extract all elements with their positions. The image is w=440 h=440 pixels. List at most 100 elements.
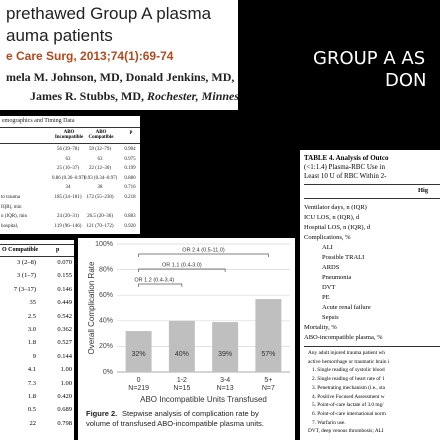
authors: James R. Stubbs, MD, xyxy=(30,89,148,103)
caption: Figure 2. xyxy=(86,409,117,418)
table-cell: hospital, xyxy=(1,223,19,229)
table-cell: 0.798 xyxy=(57,419,72,427)
footnote: 5. Point-of-care lactate of 3.0 mg/ xyxy=(312,402,384,409)
rule xyxy=(304,184,440,185)
caption-line: volume of transfused ABO-incompatible pl… xyxy=(86,419,264,428)
table-cell: 0.542 xyxy=(57,312,72,320)
table-4: TABLE 4. Analysis of Outco (<1:1.4) Plasm… xyxy=(300,150,440,440)
table-cell: 0.218 xyxy=(124,195,136,200)
row-label: ICU LOS, n (IQR), d xyxy=(304,214,360,221)
footnote: 2. Single reading of heart rate of 1 xyxy=(312,376,385,383)
table-cell: IQR), min xyxy=(1,204,22,210)
paper-header: prethawed Group A plasma auma patients e… xyxy=(0,0,238,110)
row-label: ALI xyxy=(322,244,333,251)
table-cell: 56 (39–78) xyxy=(56,147,80,152)
table-cell: 7 (3–17) xyxy=(13,285,36,293)
outcome-table: O Compatible p 3 (2–8) 0.070 3 (1–7) 0.155 7 (… xyxy=(0,240,74,440)
annotation: OR 1.1 (0.4-3.0) xyxy=(162,262,202,268)
slide-heading: GROUP A AS xyxy=(313,48,426,69)
footnote: 3. Penetrating mechanism (i.e., sta xyxy=(312,384,385,391)
table-cell: 119 (96–146) xyxy=(54,223,82,229)
row-label: Acute renal failure xyxy=(322,304,371,311)
x-tick-count: N=219 xyxy=(128,385,149,392)
x-tick-label: 1-2 xyxy=(177,377,187,384)
footnote: 4. Positive Focused Assessment w xyxy=(312,393,385,400)
rule xyxy=(0,256,74,257)
table-cell: 3.0 xyxy=(27,326,36,333)
table-cell: to trauma xyxy=(1,195,21,200)
footnote: 7. Warfarin use. xyxy=(312,419,346,426)
footnote: 6. Point-of-care international norm xyxy=(312,410,386,417)
table-title: Least 10 U of RBC Within 2- xyxy=(304,172,387,180)
y-tick-label: 40% xyxy=(99,318,113,325)
table-cell: 0.362 xyxy=(57,326,72,333)
y-tick-label: 20% xyxy=(99,343,113,350)
row-label: Pneumonia xyxy=(322,274,352,281)
table-cell: 35 xyxy=(29,299,37,307)
annotation: OR 2.4 (0.5-11.0) xyxy=(182,247,225,253)
rule xyxy=(0,244,74,245)
table-cell: 59 (32–79) xyxy=(88,147,112,152)
table-cell: 0.199 xyxy=(124,166,136,172)
caption-label: Figure 2. xyxy=(86,409,117,418)
annotation: OR 1.2 (0.4-3.4) xyxy=(134,277,174,283)
table-cell: 0.93 (0.34–0.97) xyxy=(84,175,118,181)
column-header: Hig xyxy=(418,187,429,194)
table-cell: 0.86 (0.36–0.97) xyxy=(52,175,86,181)
table-cell: 0.689 xyxy=(57,406,72,414)
value-label: 57% xyxy=(261,351,275,358)
value-label: 40% xyxy=(175,351,189,358)
table-cell: 0.883 xyxy=(124,214,136,220)
row-label: Possible TRALI xyxy=(322,254,365,261)
table-cell: 185 (34–181) xyxy=(54,195,82,200)
table-cell: 0.5 xyxy=(27,406,36,414)
bar xyxy=(125,331,152,372)
y-tick-label: 0% xyxy=(103,369,113,376)
table-cell: 172 (55–230) xyxy=(86,195,114,200)
table-cell: 26.5 (20–36) xyxy=(87,214,113,220)
bar xyxy=(255,299,282,372)
x-tick-count: N=13 xyxy=(217,385,234,392)
table-cell: n (IQR), min xyxy=(1,214,27,220)
footnote: Any adult injured trauma patient wh xyxy=(308,350,385,356)
x-tick-label: 3-4 xyxy=(220,377,230,384)
footnote: DVT, deep venous thrombosis; ALI xyxy=(308,428,384,435)
row-label: Sepsis xyxy=(322,314,339,321)
table-cell: 4.1 xyxy=(27,366,36,374)
annotation-bracket xyxy=(138,283,183,287)
table-title: TABLE 4. Analysis of Outco xyxy=(304,154,389,162)
table-cell: 0.975 xyxy=(124,156,136,162)
annotation-bracket xyxy=(138,253,269,257)
rule xyxy=(304,198,440,199)
value-label: 32% xyxy=(132,351,146,358)
table-cell: 1.00 xyxy=(60,379,72,387)
table-title: (<1:1.4) Plasma-RBC Use in xyxy=(304,163,385,171)
chart: 0% 20% 40% 60% 80% 100% Overall Complication R… xyxy=(86,241,290,428)
row-label: PE xyxy=(322,294,330,301)
table-cell: 121 (70–172) xyxy=(86,223,114,229)
y-axis-title: Overall Complication Rate xyxy=(87,261,96,354)
x-tick-label: 0 xyxy=(137,377,141,384)
row-label: DVT xyxy=(322,284,336,291)
table-cell: 0.146 xyxy=(57,285,72,293)
table-cell: 0.449 xyxy=(57,299,72,307)
column-header: ABO Incompatible xyxy=(54,130,84,140)
column-header: p xyxy=(129,130,133,135)
table-cell: 0.904 xyxy=(124,147,136,152)
column-header: p xyxy=(56,247,60,253)
citation: e Care Surg, 2013;74(1):69-74 xyxy=(6,49,174,63)
table-cell: 22 xyxy=(29,419,37,427)
x-tick-count: N=7 xyxy=(262,385,275,392)
table-cell: 2.5 xyxy=(27,312,36,320)
table-cell: 25 (16–37) xyxy=(56,166,80,172)
table-cell: 0.144 xyxy=(57,352,72,360)
paper-title: auma patients xyxy=(6,26,113,45)
row-label: Mortality, % xyxy=(304,324,337,331)
y-tick-label: 100% xyxy=(95,241,113,248)
caption-line: Stepwise analysis of complication rate b… xyxy=(122,409,259,418)
slide-heading: DON xyxy=(385,70,427,91)
table-cell: 38 xyxy=(97,185,103,191)
table-cell: 0.880 xyxy=(124,175,136,181)
row-label: Hospital LOS, n (IQR), d xyxy=(304,224,371,231)
